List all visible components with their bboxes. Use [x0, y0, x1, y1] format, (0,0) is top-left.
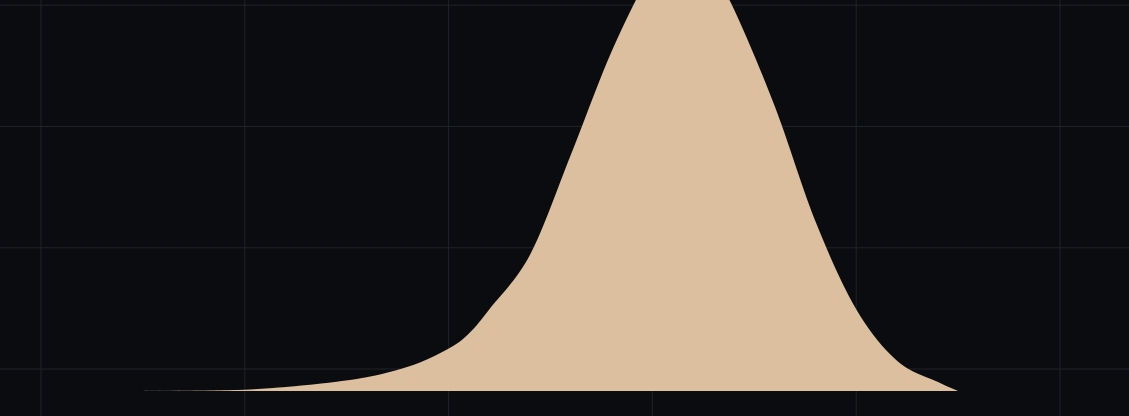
series-area-0	[142, 0, 959, 391]
plot-area	[142, 0, 959, 391]
